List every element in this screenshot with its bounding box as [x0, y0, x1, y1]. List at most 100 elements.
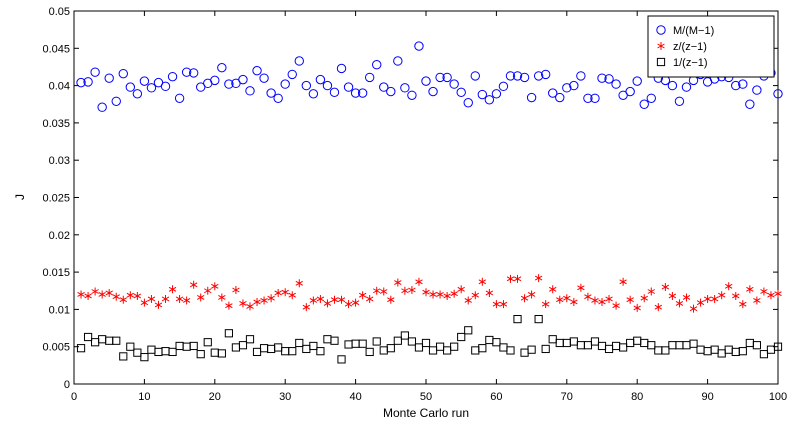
- data-point: [484, 95, 495, 105]
- data-point: [316, 294, 325, 303]
- data-point: [140, 353, 149, 362]
- data-point: [731, 80, 741, 91]
- data-point: [485, 288, 494, 297]
- data-point: [139, 76, 150, 86]
- data-point: [336, 63, 347, 74]
- data-point: [429, 290, 437, 299]
- legend-box: [647, 15, 775, 78]
- data-point: [470, 71, 480, 81]
- data-point: [189, 280, 198, 289]
- data-point: [133, 291, 142, 300]
- data-point: [541, 344, 550, 354]
- x-tick-label: 50: [420, 391, 432, 403]
- data-point: [188, 68, 199, 78]
- data-point: [308, 89, 319, 99]
- x-tick-label: 70: [561, 391, 573, 403]
- data-point: [365, 347, 374, 357]
- data-point: [457, 332, 466, 342]
- data-point: [428, 86, 438, 97]
- data-point: [738, 347, 747, 356]
- data-point: [632, 76, 642, 86]
- data-point: [590, 337, 600, 346]
- x-tick-label: 80: [631, 391, 643, 403]
- data-point: [174, 93, 185, 103]
- x-tick-label: 60: [490, 391, 502, 403]
- data-point: [309, 296, 318, 305]
- data-point: [526, 92, 537, 103]
- data-point: [661, 346, 670, 355]
- data-point: [253, 297, 261, 306]
- data-point: [217, 349, 226, 358]
- data-point: [681, 82, 692, 92]
- data-point: [211, 282, 219, 291]
- data-point: [450, 289, 458, 298]
- legend-entry: M/(M−1): [673, 25, 714, 37]
- data-point: [224, 329, 233, 338]
- data-point: [111, 96, 121, 106]
- data-point: [703, 294, 712, 303]
- data-point: [661, 283, 670, 292]
- data-point: [450, 342, 459, 351]
- data-point: [463, 98, 473, 108]
- data-point: [689, 304, 698, 313]
- data-point: [168, 347, 177, 357]
- data-point: [90, 67, 100, 77]
- data-point: [506, 346, 515, 355]
- data-point: [83, 77, 93, 87]
- data-point: [646, 93, 656, 103]
- data-point: [125, 82, 136, 92]
- data-point: [436, 290, 444, 299]
- data-point: [323, 299, 332, 308]
- data-point: [583, 93, 593, 103]
- data-point: [647, 287, 655, 296]
- data-point: [492, 338, 501, 347]
- data-point: [344, 300, 353, 309]
- data-point: [710, 294, 719, 303]
- data-point: [217, 62, 227, 73]
- data-point: [401, 286, 409, 295]
- data-point: [181, 67, 192, 77]
- data-point: [372, 60, 382, 70]
- data-point: [394, 278, 402, 287]
- data-point: [604, 74, 614, 84]
- data-point: [97, 102, 107, 112]
- data-point: [167, 71, 178, 82]
- data-point: [119, 352, 128, 361]
- data-point: [337, 295, 346, 304]
- legend-entry: 1/(z−1): [673, 57, 708, 69]
- data-point: [83, 332, 93, 342]
- data-marks: [76, 41, 783, 364]
- data-point: [330, 336, 339, 345]
- data-point: [77, 290, 85, 299]
- data-point: [295, 338, 304, 348]
- data-point: [597, 73, 607, 83]
- data-point: [386, 86, 396, 97]
- data-point: [422, 288, 430, 297]
- data-point: [640, 294, 648, 303]
- data-point: [316, 347, 325, 356]
- data-point: [301, 80, 312, 91]
- data-point: [386, 344, 395, 353]
- data-point: [146, 83, 157, 93]
- data-point: [639, 99, 649, 109]
- data-point: [556, 295, 564, 304]
- data-point: [380, 287, 388, 296]
- data-point: [773, 89, 783, 99]
- data-point: [421, 76, 431, 86]
- data-point: [506, 274, 515, 283]
- y-tick-label: 0.02: [49, 230, 70, 242]
- data-point: [196, 350, 205, 359]
- data-point: [232, 286, 240, 295]
- data-point: [365, 294, 374, 303]
- data-point: [280, 79, 290, 89]
- data-point: [477, 89, 488, 100]
- data-point: [105, 288, 113, 297]
- data-point: [421, 338, 431, 348]
- x-tick-label: 100: [769, 391, 787, 403]
- data-point: [499, 300, 508, 309]
- data-point: [590, 93, 600, 103]
- data-point: [357, 88, 368, 98]
- data-point: [584, 292, 592, 301]
- data-point: [533, 71, 544, 81]
